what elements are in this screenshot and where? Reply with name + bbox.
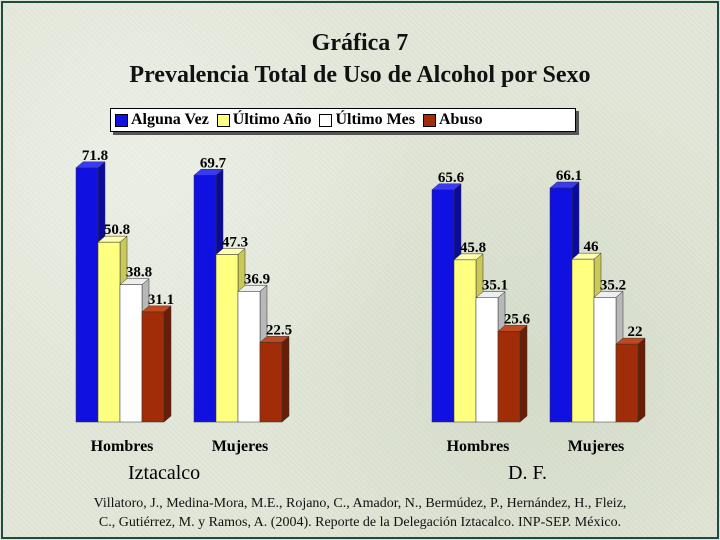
category-label-hombres-0: Hombres: [91, 438, 154, 455]
citation-line-2: C., Gutiérrez, M. y Ramos, A. (2004). Re…: [98, 515, 622, 530]
data-label-abuso-2: 25.6: [504, 311, 531, 327]
data-label-abuso-1: 22.5: [266, 322, 292, 338]
data-label-ultimo-ano-2: 45.8: [460, 240, 486, 256]
data-label-ultimo-mes-3: 35.2: [600, 277, 626, 293]
chart-title: Gráfica 7: [311, 30, 409, 56]
data-label-alguna-vez-3: 66.1: [556, 168, 582, 184]
category-label-hombres-1: Hombres: [447, 438, 510, 455]
legend-label-abuso: Abuso: [439, 111, 483, 128]
data-label-ultimo-ano-1: 47.3: [222, 235, 248, 251]
bar-abuso-3: [615, 337, 646, 423]
bar-abuso-2: [497, 324, 528, 423]
legend-swatch-ultimo-mes: [319, 113, 333, 127]
legend-item-alguna-vez: Alguna Vez: [115, 111, 209, 129]
legend-item-ultimo-mes: Último Mes: [319, 111, 415, 129]
legend-item-ultimo-ano: Último Año: [216, 111, 312, 129]
bar-abuso-0: [141, 305, 172, 423]
legend-swatch-alguna-vez: [115, 113, 128, 127]
category-label-mujeres-1: Mujeres: [568, 438, 625, 455]
data-label-ultimo-mes-1: 36.9: [244, 271, 270, 287]
data-label-ultimo-mes-2: 35.1: [482, 278, 508, 294]
data-label-ultimo-ano-3: 46: [584, 239, 600, 255]
citation-line-1: Villatoro, J., Medina-Mora, M.E., Rojano…: [93, 496, 627, 511]
legend-swatch-abuso: [423, 113, 436, 127]
data-label-ultimo-mes-0: 38.8: [126, 265, 152, 281]
data-label-ultimo-ano-0: 50.8: [104, 222, 130, 238]
bar-abuso-1: [259, 335, 290, 423]
legend-label-ultimo-ano: Último Año: [232, 111, 312, 128]
data-label-alguna-vez-2: 65.6: [438, 170, 465, 186]
group-label-df: D. F.: [508, 462, 547, 484]
data-label-abuso-0: 31.1: [148, 292, 174, 308]
legend-item-abuso: Abuso: [423, 111, 483, 129]
citation: Villatoro, J., Medina-Mora, M.E., Rojano…: [20, 494, 700, 532]
category-label-mujeres-0: Mujeres: [212, 438, 269, 455]
chart-legend: Alguna Vez Último Año Último Mes Abuso: [110, 108, 576, 132]
legend-swatch-ultimo-ano: [216, 113, 230, 127]
data-label-alguna-vez-1: 69.7: [200, 155, 227, 171]
chart-subtitle: Prevalencia Total de Uso de Alcohol por …: [129, 62, 591, 88]
data-label-alguna-vez-0: 71.8: [82, 148, 108, 164]
legend-label-ultimo-mes: Último Mes: [335, 111, 415, 128]
data-label-abuso-3: 22: [628, 324, 643, 340]
group-label-iztacalco: Iztacalco: [128, 462, 201, 484]
legend-label-alguna-vez: Alguna Vez: [131, 111, 209, 128]
